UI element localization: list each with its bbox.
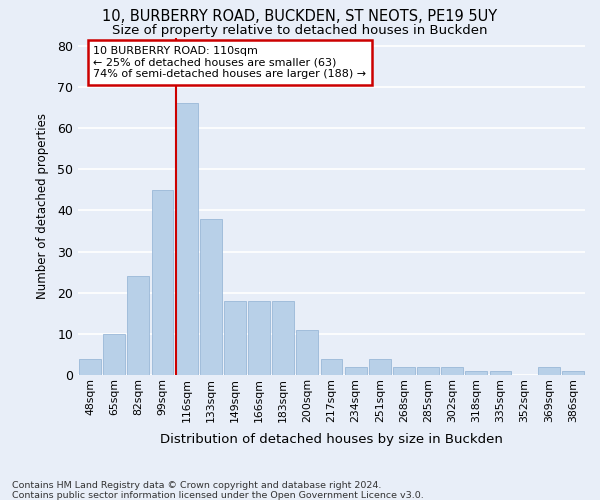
Bar xyxy=(200,218,221,375)
Bar xyxy=(79,358,101,375)
Y-axis label: Number of detached properties: Number of detached properties xyxy=(36,114,49,299)
Text: Size of property relative to detached houses in Buckden: Size of property relative to detached ho… xyxy=(112,24,488,37)
Bar xyxy=(393,367,415,375)
X-axis label: Distribution of detached houses by size in Buckden: Distribution of detached houses by size … xyxy=(160,433,503,446)
Bar xyxy=(296,330,318,375)
Bar xyxy=(127,276,149,375)
Bar xyxy=(490,371,511,375)
Bar xyxy=(345,367,367,375)
Bar xyxy=(417,367,439,375)
Bar xyxy=(272,301,294,375)
Bar xyxy=(562,371,584,375)
Bar xyxy=(320,358,343,375)
Text: 10 BURBERRY ROAD: 110sqm
← 25% of detached houses are smaller (63)
74% of semi-d: 10 BURBERRY ROAD: 110sqm ← 25% of detach… xyxy=(93,46,367,79)
Bar xyxy=(538,367,560,375)
Bar xyxy=(466,371,487,375)
Bar xyxy=(176,104,197,375)
Text: Contains public sector information licensed under the Open Government Licence v3: Contains public sector information licen… xyxy=(12,490,424,500)
Bar xyxy=(224,301,246,375)
Text: 10, BURBERRY ROAD, BUCKDEN, ST NEOTS, PE19 5UY: 10, BURBERRY ROAD, BUCKDEN, ST NEOTS, PE… xyxy=(103,9,497,24)
Bar xyxy=(248,301,270,375)
Bar xyxy=(369,358,391,375)
Text: Contains HM Land Registry data © Crown copyright and database right 2024.: Contains HM Land Registry data © Crown c… xyxy=(12,482,382,490)
Bar xyxy=(442,367,463,375)
Bar xyxy=(103,334,125,375)
Bar xyxy=(152,190,173,375)
